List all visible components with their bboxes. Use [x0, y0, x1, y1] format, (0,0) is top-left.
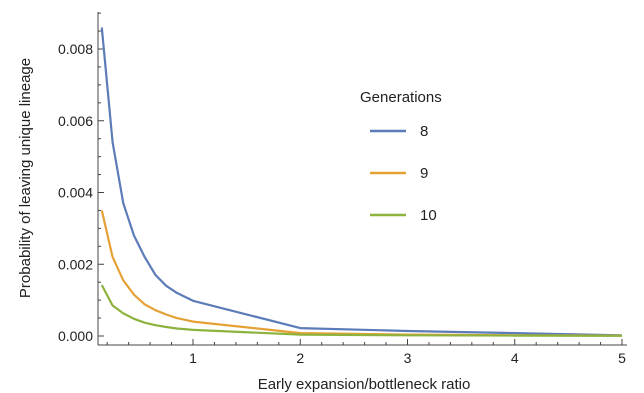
legend-title: Generations: [360, 89, 442, 106]
axes: 0.000 0.002 0.004 0.006 0.008 1 2 3 4 5: [58, 12, 627, 366]
y-tick-label: 0.002: [58, 256, 93, 272]
x-tick-label: 2: [296, 350, 304, 366]
x-axis-label: Early expansion/bottleneck ratio: [258, 376, 471, 393]
legend-label: 9: [420, 165, 428, 182]
series-layer: [100, 27, 623, 337]
x-tick-label: 1: [189, 350, 197, 366]
legend: Generations 8 9 10: [360, 89, 442, 224]
y-tick-label: 0.004: [58, 185, 93, 201]
x-tick-label: 5: [618, 350, 626, 366]
y-axis-label: Probability of leaving unique lineage: [17, 58, 34, 298]
legend-label: 10: [420, 207, 437, 224]
series-line-8: [100, 27, 623, 337]
series-line-9: [100, 210, 623, 337]
y-tick-label: 0.000: [58, 328, 93, 344]
legend-label: 8: [420, 123, 428, 140]
y-tick-label: 0.008: [58, 41, 93, 57]
series-line-10: [100, 284, 623, 337]
x-tick-label: 4: [511, 350, 519, 366]
x-tick-label: 3: [404, 350, 412, 366]
y-tick-label: 0.006: [58, 113, 93, 129]
